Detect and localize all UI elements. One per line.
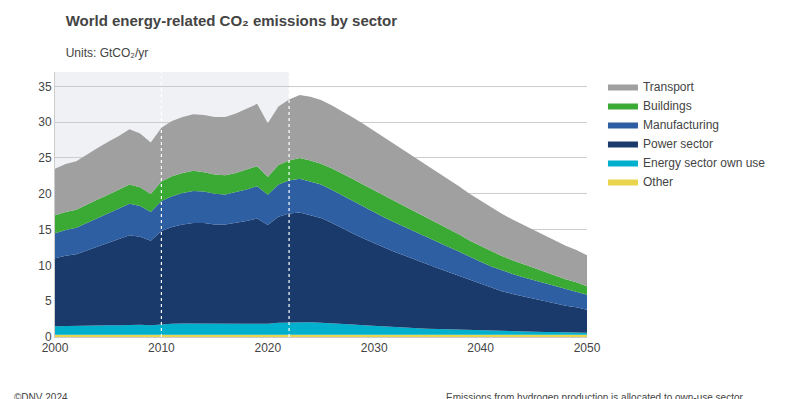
svg-text:2000: 2000 [42, 341, 69, 355]
svg-text:30: 30 [38, 115, 52, 129]
svg-text:35: 35 [38, 80, 52, 94]
svg-text:Other: Other [643, 175, 673, 189]
svg-text:Emissions from hydrogen produc: Emissions from hydrogen production is al… [446, 392, 745, 399]
svg-text:25: 25 [38, 151, 52, 165]
svg-text:Units: GtCO₂/yr: Units: GtCO₂/yr [66, 46, 149, 60]
svg-text:Power sector: Power sector [643, 137, 713, 151]
svg-text:Buildings: Buildings [643, 99, 692, 113]
svg-text:0: 0 [45, 330, 52, 344]
svg-text:2010: 2010 [148, 341, 175, 355]
svg-text:2050: 2050 [574, 341, 601, 355]
svg-text:2040: 2040 [467, 341, 494, 355]
svg-text:World energy-related CO₂ emiss: World energy-related CO₂ emissions by se… [66, 12, 398, 29]
svg-text:10: 10 [38, 259, 52, 273]
svg-text:2020: 2020 [254, 341, 281, 355]
svg-text:Energy sector own use: Energy sector own use [643, 156, 765, 170]
svg-text:20: 20 [38, 187, 52, 201]
svg-text:Manufacturing: Manufacturing [643, 118, 719, 132]
svg-text:5: 5 [45, 294, 52, 308]
svg-text:Transport: Transport [643, 80, 695, 94]
svg-text:2030: 2030 [361, 341, 388, 355]
svg-text:15: 15 [38, 223, 52, 237]
svg-text:©DNV 2024: ©DNV 2024 [14, 392, 68, 399]
